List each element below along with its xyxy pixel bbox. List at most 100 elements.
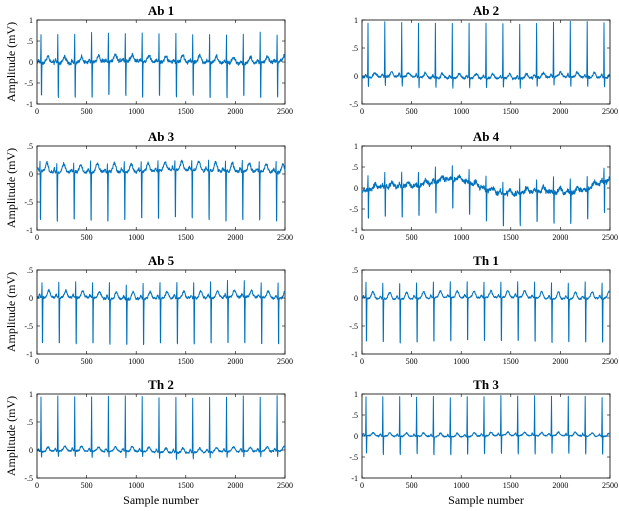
y-tick-label: -.5 xyxy=(349,453,358,462)
y-tick-label: .5 xyxy=(27,142,33,151)
x-tick-label: 500 xyxy=(406,107,418,116)
x-tick-label: 0 xyxy=(360,107,364,116)
ecg-signal-line xyxy=(361,395,611,456)
x-tick-label: 1500 xyxy=(503,357,519,366)
x-tick-label: 1000 xyxy=(453,357,469,366)
x-tick-label: 2000 xyxy=(227,481,243,490)
x-tick-label: 0 xyxy=(360,357,364,366)
x-tick-label: 2500 xyxy=(277,357,293,366)
y-tick-label: 0 xyxy=(29,446,33,455)
y-tick-label: .5 xyxy=(352,411,358,420)
y-tick-label: -1 xyxy=(351,350,358,359)
x-tick-label: 1000 xyxy=(128,233,144,242)
y-tick-label: .5 xyxy=(27,418,33,427)
y-tick-label: 0 xyxy=(29,170,33,179)
ecg-signal-line xyxy=(36,159,286,222)
x-tick-label: 500 xyxy=(406,481,418,490)
x-tick-label: 1500 xyxy=(178,233,194,242)
y-axis-label: Amplitude (mV) xyxy=(4,272,18,352)
x-tick-label: 1500 xyxy=(178,357,194,366)
panel-title: Ab 2 xyxy=(473,3,499,18)
x-tick-label: 0 xyxy=(35,107,39,116)
x-axis-label: Sample number xyxy=(448,493,524,507)
x-tick-label: 2000 xyxy=(552,107,568,116)
y-tick-label: 1 xyxy=(29,16,33,25)
x-tick-label: 0 xyxy=(35,233,39,242)
y-axis-label: Amplitude (mV) xyxy=(4,396,18,476)
y-tick-label: 1 xyxy=(354,390,358,399)
y-tick-label: -.5 xyxy=(349,322,358,331)
x-tick-label: 0 xyxy=(35,357,39,366)
y-tick-label: -1 xyxy=(351,474,358,483)
y-tick-label: 1 xyxy=(354,142,358,151)
x-tick-label: 500 xyxy=(406,357,418,366)
y-tick-label: .5 xyxy=(352,163,358,172)
ecg-signal-line xyxy=(36,31,286,99)
panel-title: Ab 3 xyxy=(148,129,175,144)
x-tick-label: 2500 xyxy=(277,481,293,490)
y-tick-label: -.5 xyxy=(24,322,33,331)
x-tick-label: 0 xyxy=(360,481,364,490)
x-tick-label: 2000 xyxy=(227,107,243,116)
y-tick-label: .5 xyxy=(27,37,33,46)
x-axis-label: Sample number xyxy=(123,493,199,507)
y-tick-label: 0 xyxy=(354,184,358,193)
ecg-signal-line xyxy=(361,281,611,344)
x-tick-label: 0 xyxy=(360,233,364,242)
y-tick-label: 0 xyxy=(29,58,33,67)
y-tick-label: -1 xyxy=(351,226,358,235)
y-tick-label: -.5 xyxy=(24,79,33,88)
y-tick-label: -.5 xyxy=(24,198,33,207)
x-tick-label: 2500 xyxy=(602,107,618,116)
y-tick-label: -.5 xyxy=(349,100,358,109)
panel-3: 0 500 1000 1500 2000 2500 -1 -.5 0 .5 Ab 3 Amplitud… xyxy=(4,129,293,242)
x-tick-label: 1500 xyxy=(178,481,194,490)
x-tick-label: 2000 xyxy=(227,233,243,242)
y-tick-label: -1 xyxy=(26,100,33,109)
y-tick-label: 0 xyxy=(354,432,358,441)
x-tick-label: 1500 xyxy=(503,481,519,490)
panel-title: Th 3 xyxy=(473,377,499,392)
x-tick-label: 1000 xyxy=(453,107,469,116)
panel-1: 0 500 1000 1500 2000 2500 -1 -.5 0 .5 1 Ab 1 Amplitu… xyxy=(4,3,293,116)
x-tick-label: 2000 xyxy=(552,481,568,490)
ecg-signal-line xyxy=(361,20,611,89)
x-tick-label: 2000 xyxy=(227,357,243,366)
panel-title: Th 2 xyxy=(148,377,174,392)
x-tick-label: 500 xyxy=(81,357,93,366)
x-tick-label: 1500 xyxy=(503,107,519,116)
y-tick-label: 0 xyxy=(29,294,33,303)
x-tick-label: 2500 xyxy=(602,233,618,242)
x-tick-label: 1500 xyxy=(178,107,194,116)
x-tick-label: 500 xyxy=(81,481,93,490)
y-tick-label: .5 xyxy=(352,266,358,275)
y-tick-label: .5 xyxy=(352,44,358,53)
panel-5: 0 500 1000 1500 2000 2500 -1 -.5 0 .5 Ab 5 Amplitud… xyxy=(4,253,293,366)
x-tick-label: 1000 xyxy=(128,481,144,490)
y-tick-label: -1 xyxy=(26,350,33,359)
x-tick-label: 2500 xyxy=(602,481,618,490)
y-axis-label: Amplitude (mV) xyxy=(4,148,18,228)
panel-6: 0 500 1000 1500 2000 2500 -1 -.5 0 .5 Th 1 xyxy=(349,253,618,366)
plot-frame xyxy=(361,269,611,355)
ecg-signal-line xyxy=(36,280,286,346)
panel-title: Ab 4 xyxy=(473,129,500,144)
panel-4: 0 500 1000 1500 2000 2500 -1 -.5 0 .5 1 Ab 4 xyxy=(349,129,618,242)
y-tick-label: 0 xyxy=(354,72,358,81)
x-tick-label: 2000 xyxy=(552,233,568,242)
y-tick-label: -1 xyxy=(26,226,33,235)
panel-title: Th 1 xyxy=(473,253,499,268)
y-tick-label: -.5 xyxy=(24,474,33,483)
x-tick-label: 2500 xyxy=(277,107,293,116)
x-tick-label: 2500 xyxy=(602,357,618,366)
x-tick-label: 500 xyxy=(81,233,93,242)
y-tick-label: 1 xyxy=(354,16,358,25)
y-tick-label: .5 xyxy=(27,266,33,275)
x-tick-label: 500 xyxy=(81,107,93,116)
x-tick-label: 1000 xyxy=(453,481,469,490)
x-tick-label: 1000 xyxy=(453,233,469,242)
x-tick-label: 0 xyxy=(35,481,39,490)
